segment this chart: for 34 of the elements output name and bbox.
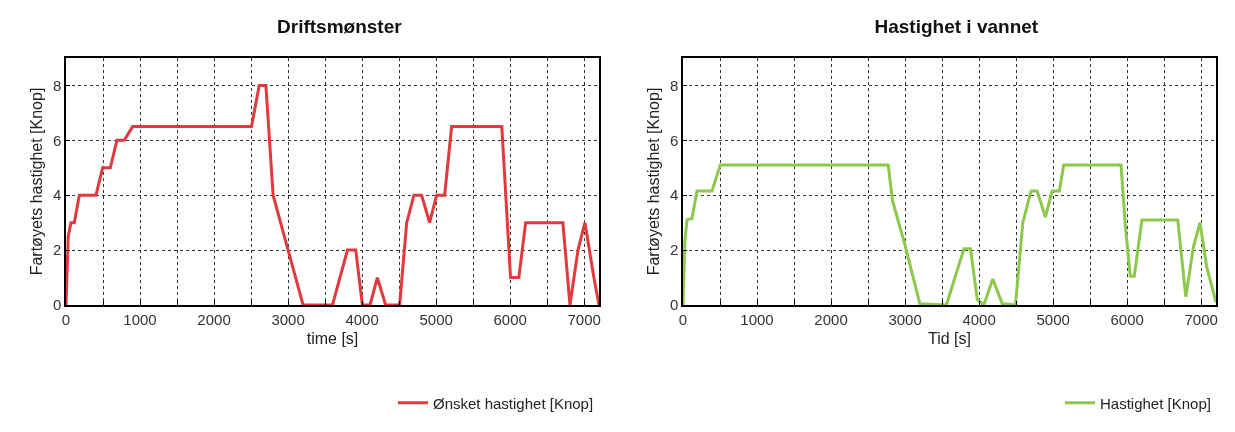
y-tick-label: 6 (52, 131, 62, 149)
legend-label: Ønsket hastighet [Knop] (433, 394, 594, 412)
x-axis-title: time [s] (306, 329, 359, 347)
y-tick-label: 8 (52, 76, 62, 94)
y-tick-label: 8 (669, 76, 679, 94)
y-tick-label: 6 (669, 131, 679, 149)
x-tick-label: 6000 (493, 310, 527, 328)
y-tick-label: 2 (52, 241, 62, 259)
y-tick-label: 4 (669, 186, 679, 204)
x-tick-label: 7000 (567, 310, 601, 328)
y-axis-title: Fartøyets hastighet [Knop] (645, 87, 663, 276)
x-tick-label: 5000 (419, 310, 453, 328)
y-tick-label: 0 (669, 296, 679, 314)
line-series (683, 163, 1216, 305)
x-tick-label: 7000 (1184, 310, 1218, 328)
x-axis-title: Tid [s] (928, 329, 971, 347)
x-tick-label: 5000 (1036, 310, 1070, 328)
y-axis-title: Fartøyets hastighet [Knop] (28, 87, 46, 276)
x-tick-label: 3000 (888, 310, 922, 328)
chart-title: Hastighet i vannet (874, 15, 1039, 37)
line-series (66, 83, 599, 305)
chart-title: Driftsmønster (277, 15, 403, 37)
x-tick-label: 4000 (962, 310, 996, 328)
x-tick-label: 2000 (197, 310, 231, 328)
x-tick-label: 2000 (814, 310, 848, 328)
x-tick-label: 1000 (123, 310, 157, 328)
y-tick-label: 4 (52, 186, 62, 204)
x-tick-label: 3000 (271, 310, 305, 328)
x-tick-label: 6000 (1110, 310, 1144, 328)
y-tick-label: 0 (52, 296, 62, 314)
y-tick-label: 2 (669, 241, 679, 259)
legend-label: Hastighet [Knop] (1100, 394, 1211, 412)
x-tick-label: 1000 (740, 310, 774, 328)
x-tick-label: 4000 (345, 310, 379, 328)
